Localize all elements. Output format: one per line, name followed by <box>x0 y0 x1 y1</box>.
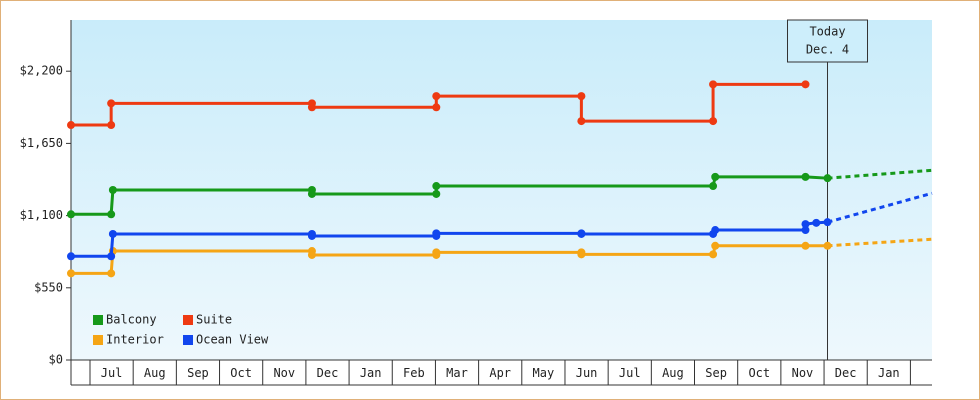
x-tick-label: Jun <box>576 366 598 380</box>
legend-label: Suite <box>196 313 232 327</box>
point <box>801 172 810 181</box>
x-tick-label: Aug <box>662 366 684 380</box>
point <box>711 172 720 181</box>
point <box>577 92 586 101</box>
point <box>432 189 441 198</box>
point <box>812 218 821 227</box>
x-tick-label: Dec <box>835 366 857 380</box>
today-label: Today <box>809 25 845 39</box>
point <box>823 218 832 227</box>
point <box>709 117 718 126</box>
point <box>108 186 117 194</box>
legend-label: Interior <box>106 333 164 347</box>
point <box>577 229 586 238</box>
point <box>432 229 441 238</box>
today-label: Dec. 4 <box>806 43 849 57</box>
point <box>801 80 810 89</box>
legend-swatch <box>93 335 103 345</box>
x-tick-label: Oct <box>748 366 770 380</box>
legend-label: Ocean View <box>196 333 269 347</box>
x-tick-label: Jan <box>360 366 382 380</box>
x-tick-label: Jan <box>878 366 900 380</box>
point <box>709 250 718 259</box>
point <box>577 117 586 126</box>
point <box>709 80 718 89</box>
point <box>307 103 316 112</box>
x-tick-label: Jul <box>619 366 641 380</box>
point <box>67 269 75 278</box>
x-tick-label: Oct <box>230 366 252 380</box>
x-tick-label: Aug <box>144 366 166 380</box>
legend-swatch <box>93 315 103 325</box>
point <box>67 210 75 219</box>
point <box>307 231 316 240</box>
point <box>432 92 441 101</box>
y-tick-label: $1,100 <box>20 208 63 222</box>
x-tick-label: Mar <box>446 366 468 380</box>
y-tick-label: $2,200 <box>20 64 63 78</box>
point <box>801 241 810 250</box>
x-tick-label: May <box>533 366 555 380</box>
today-box <box>787 19 869 63</box>
x-tick-label: Nov <box>792 366 814 380</box>
point <box>107 121 116 130</box>
y-tick-label: $550 <box>34 280 63 294</box>
x-tick-label: Sep <box>187 366 209 380</box>
legend-swatch <box>183 315 193 325</box>
legend-swatch <box>183 335 193 345</box>
point <box>801 220 810 229</box>
x-tick-label: Nov <box>273 366 295 380</box>
y-tick-label: $0 <box>49 353 63 367</box>
x-tick-label: Dec <box>317 366 339 380</box>
legend-label: Balcony <box>106 313 157 327</box>
point <box>709 182 718 191</box>
x-tick-label: Jul <box>101 366 123 380</box>
x-tick-label: Feb <box>403 366 425 380</box>
point <box>67 121 75 130</box>
y-tick-label: $1,650 <box>20 136 63 150</box>
point <box>432 103 441 112</box>
point <box>107 99 116 108</box>
point <box>801 226 810 235</box>
point <box>67 252 75 261</box>
forecast-line <box>827 191 933 224</box>
point <box>307 189 316 198</box>
x-tick-label: Sep <box>705 366 727 380</box>
x-tick-label: Apr <box>489 366 511 380</box>
point <box>711 241 720 250</box>
point <box>108 229 117 238</box>
point <box>577 250 586 259</box>
point <box>711 226 720 235</box>
point <box>107 252 116 261</box>
point <box>823 241 832 250</box>
point <box>307 250 316 259</box>
point <box>107 210 116 219</box>
point <box>107 269 116 278</box>
point <box>432 248 441 257</box>
point <box>432 182 441 191</box>
point <box>823 174 832 183</box>
